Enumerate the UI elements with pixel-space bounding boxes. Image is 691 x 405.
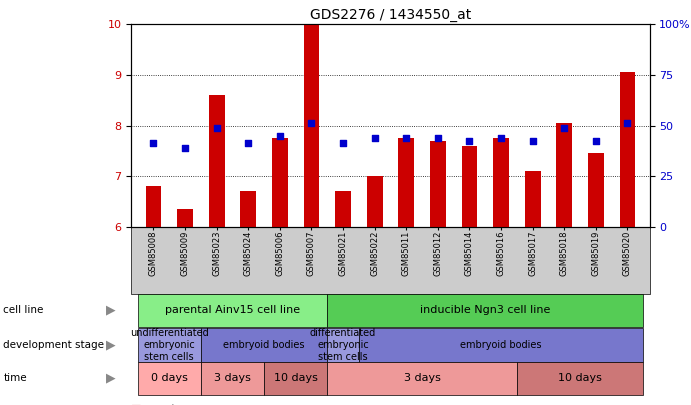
Text: embryoid bodies: embryoid bodies: [223, 340, 305, 350]
Bar: [177, 209, 193, 227]
Text: 10 days: 10 days: [274, 373, 318, 383]
Point: [559, 125, 570, 131]
Text: cell line: cell line: [3, 305, 44, 315]
Bar: [493, 138, 509, 227]
Bar: [430, 141, 446, 227]
Text: 10 days: 10 days: [558, 373, 602, 383]
Text: parental Ainv15 cell line: parental Ainv15 cell line: [165, 305, 300, 315]
Bar: [620, 72, 635, 227]
Point: [337, 140, 348, 147]
Point: [401, 135, 412, 141]
Text: ▶: ▶: [106, 304, 115, 317]
Text: embryoid bodies: embryoid bodies: [460, 340, 542, 350]
Text: time: time: [3, 373, 27, 383]
Text: 3 days: 3 days: [214, 373, 251, 383]
Point: [495, 135, 507, 141]
Point: [274, 132, 285, 139]
Point: [464, 138, 475, 144]
Bar: [303, 24, 319, 227]
Bar: [209, 95, 225, 227]
Bar: [240, 192, 256, 227]
Point: [243, 140, 254, 147]
Text: 3 days: 3 days: [404, 373, 440, 383]
Text: count: count: [146, 404, 176, 405]
Point: [148, 140, 159, 147]
Bar: [272, 138, 287, 227]
Text: ■: ■: [131, 404, 142, 405]
Bar: [398, 138, 414, 227]
Bar: [524, 171, 540, 227]
Text: development stage: development stage: [3, 340, 104, 350]
Text: inducible Ngn3 cell line: inducible Ngn3 cell line: [420, 305, 551, 315]
Bar: [146, 186, 161, 227]
Point: [211, 125, 222, 131]
Bar: [462, 146, 477, 227]
Point: [180, 145, 191, 151]
Point: [369, 135, 380, 141]
Point: [433, 135, 444, 141]
Bar: [588, 153, 604, 227]
Point: [527, 138, 538, 144]
Text: 0 days: 0 days: [151, 373, 188, 383]
Point: [306, 120, 317, 126]
Text: undifferentiated
embryonic
stem cells: undifferentiated embryonic stem cells: [130, 328, 209, 362]
Bar: [335, 192, 351, 227]
Point: [590, 138, 601, 144]
Title: GDS2276 / 1434550_at: GDS2276 / 1434550_at: [310, 8, 471, 22]
Text: ▶: ▶: [106, 372, 115, 385]
Point: [622, 120, 633, 126]
Text: differentiated
embryonic
stem cells: differentiated embryonic stem cells: [310, 328, 376, 362]
Bar: [556, 123, 572, 227]
Bar: [367, 176, 383, 227]
Text: ▶: ▶: [106, 339, 115, 352]
